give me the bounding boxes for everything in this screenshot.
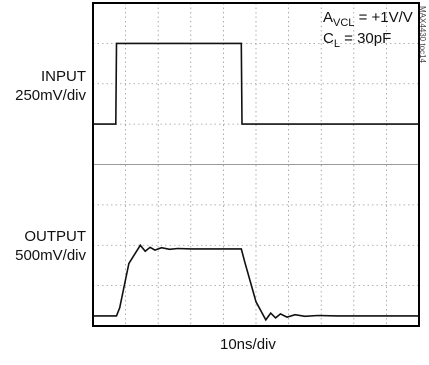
figure-code: MAX4430 toc14 <box>418 6 427 63</box>
gain-prefix: A <box>323 9 334 26</box>
load-sub: L <box>333 38 340 50</box>
time-scale-label: 10ns/div <box>220 336 276 353</box>
load-prefix: C <box>323 30 334 47</box>
gain-condition: AVCL = +1V/V <box>323 9 413 32</box>
output-label: OUTPUT <box>24 228 86 245</box>
plot-frame <box>92 2 420 327</box>
output-trace <box>93 243 419 322</box>
input-scale-label: 250mV/div <box>15 87 86 104</box>
gain-sub: VCL <box>333 17 355 29</box>
input-trace <box>93 42 419 125</box>
input-label: INPUT <box>41 68 86 85</box>
load-suffix: = 30pF <box>339 30 392 47</box>
output-scale-label: 500mV/div <box>15 247 86 264</box>
gain-suffix: = +1V/V <box>354 9 413 26</box>
load-condition: CL = 30pF <box>323 30 391 53</box>
